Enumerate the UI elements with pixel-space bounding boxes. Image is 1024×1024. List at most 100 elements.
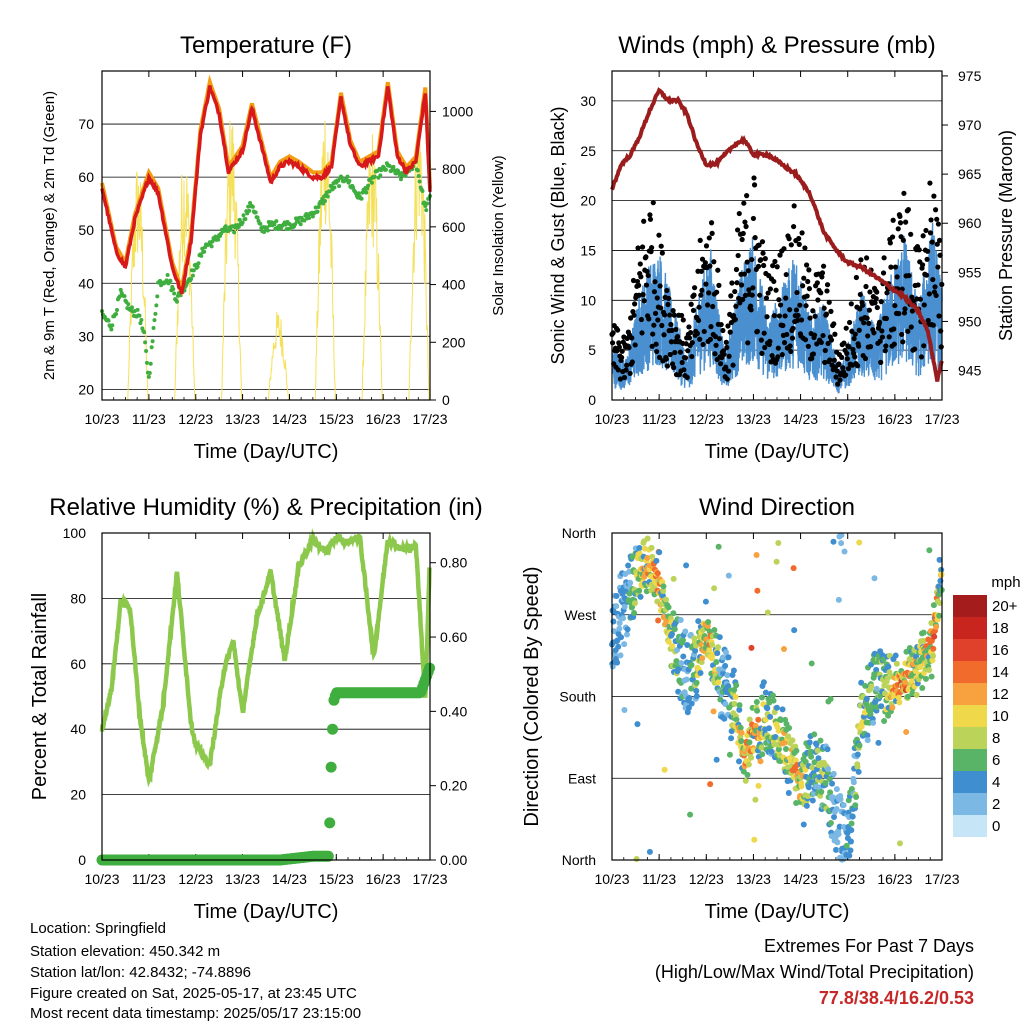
direction-point: [767, 713, 774, 720]
gust-point: [652, 310, 659, 316]
dewpoint-point: [137, 313, 142, 318]
direction-point: [693, 679, 700, 686]
gust-point: [777, 252, 783, 258]
gust-point: [716, 336, 723, 342]
dewpoint-series: [100, 159, 432, 379]
gust-point: [661, 332, 667, 338]
dewpoint-point: [154, 303, 159, 308]
dewpoint-point: [258, 221, 263, 226]
dewpoint-point: [265, 228, 270, 233]
dewpoint-point: [315, 209, 320, 214]
direction-point: [873, 685, 880, 692]
direction-point: [711, 585, 718, 592]
direction-point: [922, 675, 929, 682]
direction-point: [881, 717, 888, 724]
direction-point: [824, 746, 831, 753]
gust-point: [754, 328, 760, 334]
direction-point: [848, 785, 855, 792]
gust-point: [688, 301, 694, 307]
gust-point: [793, 307, 800, 313]
direction-point: [668, 630, 675, 637]
direction-point: [928, 673, 935, 680]
dewpoint-point: [174, 299, 179, 304]
dewpoint-point: [144, 348, 149, 353]
x-tick-label: 14/23: [783, 871, 818, 887]
dewpoint-point: [345, 174, 350, 179]
dewpoint-point: [146, 374, 151, 379]
direction-point: [714, 650, 721, 657]
gust-point: [749, 256, 755, 263]
gust-point: [846, 344, 852, 350]
gust-point: [732, 288, 738, 295]
dewpoint-point: [327, 189, 332, 194]
precipitation-point: [325, 761, 337, 773]
dewpoint-point: [398, 177, 403, 182]
gust-point: [699, 256, 706, 262]
x-tick-label: 15/23: [830, 411, 865, 427]
gust-point: [744, 259, 750, 265]
gust-point: [918, 354, 925, 360]
gust-point: [899, 331, 905, 338]
direction-point: [810, 790, 817, 797]
direction-point: [663, 596, 670, 603]
x-axis-label-wind: Time (Day/UTC): [705, 441, 850, 463]
y-axis-label-left: 2m & 9m T (Red, Orange) & 2m Td (Green): [41, 91, 58, 380]
gust-point: [624, 362, 630, 368]
x-tick-label: 11/23: [642, 411, 676, 427]
gust-point: [639, 244, 646, 250]
dewpoint-point: [143, 340, 148, 345]
direction-point: [715, 679, 722, 686]
direction-point: [875, 739, 882, 746]
direction-point: [818, 788, 825, 795]
gust-point: [698, 268, 704, 274]
dewpoint-point: [272, 222, 277, 227]
direction-point: [686, 694, 693, 701]
dewpoint-point: [150, 339, 155, 344]
gust-point: [878, 299, 884, 305]
y-tick-label-right: 800: [442, 161, 466, 177]
dewpoint-point: [190, 273, 195, 278]
gust-point: [929, 239, 935, 245]
direction-point: [881, 690, 888, 697]
gust-point: [820, 263, 827, 269]
direction-point: [850, 779, 857, 786]
direction-point: [677, 616, 684, 623]
gust-point: [831, 357, 837, 363]
direction-point: [699, 655, 706, 662]
direction-point: [811, 731, 818, 738]
gust-point: [851, 335, 857, 342]
x-tick-label: 13/23: [225, 871, 260, 887]
gust-point: [634, 278, 641, 285]
gust-point: [725, 323, 731, 329]
direction-point: [707, 781, 714, 788]
direction-point: [928, 619, 935, 626]
legend-label: 20+: [992, 598, 1018, 615]
dewpoint-point: [232, 230, 237, 235]
direction-point: [751, 836, 758, 843]
gust-point: [733, 303, 739, 309]
gust-point: [872, 300, 878, 306]
dewpoint-point: [142, 330, 147, 335]
gust-point: [649, 244, 655, 251]
gust-point: [844, 350, 850, 357]
direction-point: [868, 683, 875, 690]
gust-point: [796, 241, 802, 247]
x-tick-label: 14/23: [783, 411, 818, 427]
gust-point: [822, 347, 828, 354]
direction-point: [653, 557, 660, 564]
y-tick-label-right: 0: [442, 392, 450, 408]
legend-label: 18: [992, 620, 1009, 637]
direction-point: [697, 670, 704, 677]
gust-point: [880, 270, 887, 276]
direction-plot-frame: [611, 532, 943, 861]
gust-point: [699, 287, 705, 293]
gust-point: [790, 325, 796, 331]
gust-point: [883, 343, 889, 349]
x-tick-label: 14/23: [272, 411, 307, 427]
gust-point: [617, 376, 624, 382]
legend-swatch: [953, 683, 987, 705]
wind-plot-frame: [611, 70, 943, 401]
direction-point: [854, 763, 861, 770]
direction-point: [775, 540, 782, 547]
gust-point: [887, 240, 893, 246]
